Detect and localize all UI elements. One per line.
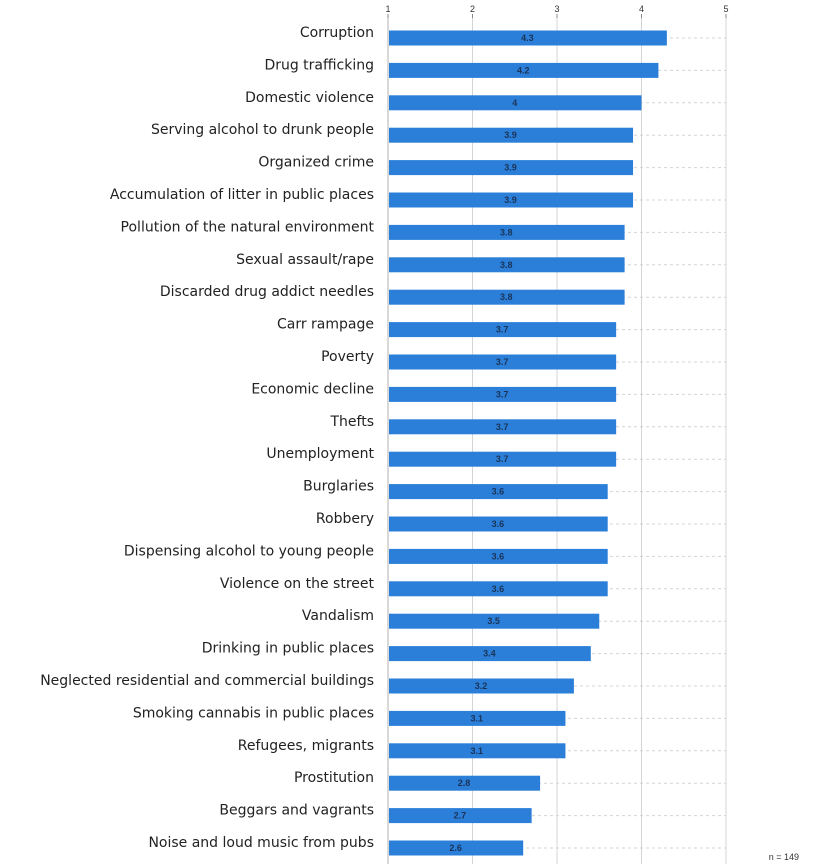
bars xyxy=(389,30,667,856)
value-label: 3.6 xyxy=(492,519,505,529)
value-label: 3.8 xyxy=(500,292,513,302)
value-label: 3.7 xyxy=(496,422,509,432)
category-label: Violence on the street xyxy=(220,576,375,592)
category-label: Robbery xyxy=(316,511,374,527)
value-label: 3.1 xyxy=(470,746,483,756)
value-label: 3.1 xyxy=(470,713,483,723)
category-label: Corruption xyxy=(300,25,374,41)
x-tick-label: 3 xyxy=(554,4,559,14)
category-label: Poverty xyxy=(321,349,374,365)
bar xyxy=(389,95,642,111)
value-label: 3.8 xyxy=(500,227,513,237)
category-label: Dispensing alcohol to young people xyxy=(124,543,374,559)
category-label: Smoking cannabis in public places xyxy=(133,705,374,721)
x-tick-label: 1 xyxy=(385,4,390,14)
value-label: 3.7 xyxy=(496,389,509,399)
category-label: Neglected residential and commercial bui… xyxy=(40,673,374,689)
category-label: Unemployment xyxy=(266,446,374,462)
bar xyxy=(389,127,634,143)
category-label: Domestic violence xyxy=(245,90,374,106)
category-label: Drinking in public places xyxy=(202,641,374,657)
value-label: 2.8 xyxy=(458,778,471,788)
value-label: 3.9 xyxy=(504,163,517,173)
bar xyxy=(389,289,625,305)
bar xyxy=(389,484,608,500)
value-label: 2.7 xyxy=(454,811,467,821)
value-label: 3.6 xyxy=(492,487,505,497)
bar xyxy=(389,581,608,597)
bar xyxy=(389,516,608,532)
value-label: 3.9 xyxy=(504,195,517,205)
value-label: 3.9 xyxy=(504,130,517,140)
bar xyxy=(389,840,524,856)
value-label: 3.7 xyxy=(496,357,509,367)
category-label: Thefts xyxy=(329,414,374,430)
x-tick-label: 4 xyxy=(639,4,644,14)
x-axis-ticks: 1 2 3 4 5 xyxy=(385,4,729,18)
value-labels: 4.3 4.2 4 3.9 3.9 3.9 3.8 3.8 3.8 3.7 3.7 3.7 3.7 3.7… xyxy=(449,33,533,853)
bar xyxy=(389,646,591,662)
bar xyxy=(389,62,659,78)
category-label: Serving alcohol to drunk people xyxy=(151,122,374,138)
value-label: 3.2 xyxy=(475,681,488,691)
bar xyxy=(389,451,617,467)
category-label: Pollution of the natural environment xyxy=(121,219,375,235)
category-label: Refugees, migrants xyxy=(238,738,374,754)
value-label: 3.4 xyxy=(483,649,496,659)
category-label: Accumulation of litter in public places xyxy=(110,187,374,203)
bar xyxy=(389,224,625,240)
category-label: Discarded drug addict needles xyxy=(160,284,374,300)
bar xyxy=(389,678,574,694)
bar xyxy=(389,354,617,370)
category-label: Economic decline xyxy=(251,381,374,397)
value-label: 3.5 xyxy=(487,616,500,626)
category-label: Burglaries xyxy=(303,479,374,495)
x-tick-label: 2 xyxy=(470,4,475,14)
bar xyxy=(389,710,566,726)
category-label: Vandalism xyxy=(302,608,374,624)
bar xyxy=(389,548,608,564)
value-label: 4.3 xyxy=(521,33,534,43)
category-label: Sexual assault/rape xyxy=(236,252,374,268)
bar xyxy=(389,30,667,46)
value-label: 2.6 xyxy=(449,843,462,853)
value-label: 3.7 xyxy=(496,325,509,335)
value-label: 3.6 xyxy=(492,584,505,594)
bar xyxy=(389,192,634,208)
category-label: Beggars and vagrants xyxy=(219,803,374,819)
bar xyxy=(389,808,532,824)
x-tick-label: 5 xyxy=(723,4,728,14)
bar xyxy=(389,386,617,402)
value-label: 4 xyxy=(512,98,517,108)
bar xyxy=(389,743,566,759)
value-label: 3.7 xyxy=(496,454,509,464)
bar xyxy=(389,613,600,629)
value-label: 3.8 xyxy=(500,260,513,270)
category-labels: Corruption Drug trafficking Domestic viole… xyxy=(40,25,374,851)
category-label: Carr rampage xyxy=(277,317,374,333)
bar xyxy=(389,160,634,176)
value-label: 3.6 xyxy=(492,551,505,561)
category-label: Noise and loud music from pubs xyxy=(148,835,374,851)
category-label: Prostitution xyxy=(294,770,374,786)
category-label: Organized crime xyxy=(258,155,374,171)
bar xyxy=(389,775,541,791)
bar xyxy=(389,419,617,435)
bar xyxy=(389,257,625,273)
grid-lines xyxy=(387,18,727,864)
sample-size-note: n = 149 xyxy=(768,852,799,862)
value-label: 4.2 xyxy=(517,65,530,75)
category-label: Drug trafficking xyxy=(264,57,374,73)
bar xyxy=(389,322,617,338)
